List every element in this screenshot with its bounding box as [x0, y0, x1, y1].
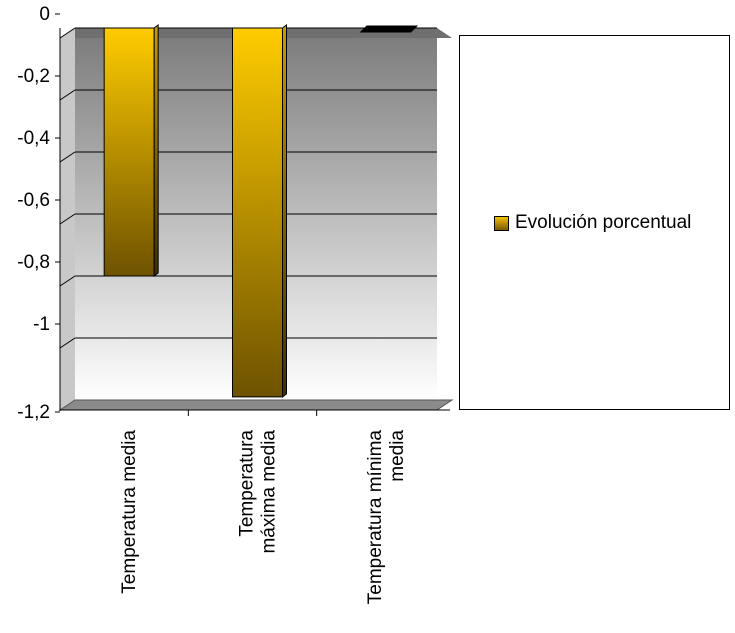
legend-label: Evolución porcentual	[515, 212, 692, 233]
legend: Evolución porcentual	[459, 35, 730, 410]
gridline-side	[59, 89, 76, 101]
gridline-side	[59, 275, 76, 287]
y-tick-label: -0,4	[17, 128, 50, 149]
x-category-line: Temperatura	[237, 430, 258, 537]
gridline-side	[59, 27, 76, 39]
y-tick-labels: 0 -0,2 -0,4 -0,6 -0,8 -1 -1,2	[17, 4, 50, 423]
y-tick-label: -1	[33, 314, 50, 335]
x-category-labels: Temperatura media Temperatura máxima media…	[119, 430, 408, 605]
gridline-side	[59, 151, 76, 163]
bar	[232, 27, 283, 398]
x-category-line: media	[387, 430, 408, 482]
gridline-side	[59, 213, 76, 225]
x-category-line: Temperatura mínima	[365, 430, 386, 605]
x-category-label: Temperatura mínima media	[365, 430, 408, 605]
gridline-side	[59, 337, 76, 349]
x-category-label: Temperatura media	[119, 430, 140, 594]
axes	[55, 13, 450, 416]
x-category-label: Temperatura máxima media	[237, 430, 280, 554]
bar-side	[282, 24, 287, 398]
bar	[359, 25, 419, 33]
legend-swatch	[494, 215, 509, 231]
x-category-line: Temperatura media	[119, 430, 140, 594]
x-category-line: máxima media	[259, 430, 280, 554]
y-tick-label: 0	[39, 4, 50, 25]
y-tick-label: -0,8	[17, 252, 50, 273]
legend-item: Evolución porcentual	[494, 212, 691, 234]
y-tick-label: -0,6	[17, 190, 50, 211]
bars	[103, 24, 419, 398]
y-tick-label: -0,2	[17, 66, 50, 87]
bar-side	[153, 24, 159, 277]
floor	[60, 400, 452, 410]
bar	[103, 27, 155, 277]
y-tick-label: -1,2	[17, 402, 50, 423]
